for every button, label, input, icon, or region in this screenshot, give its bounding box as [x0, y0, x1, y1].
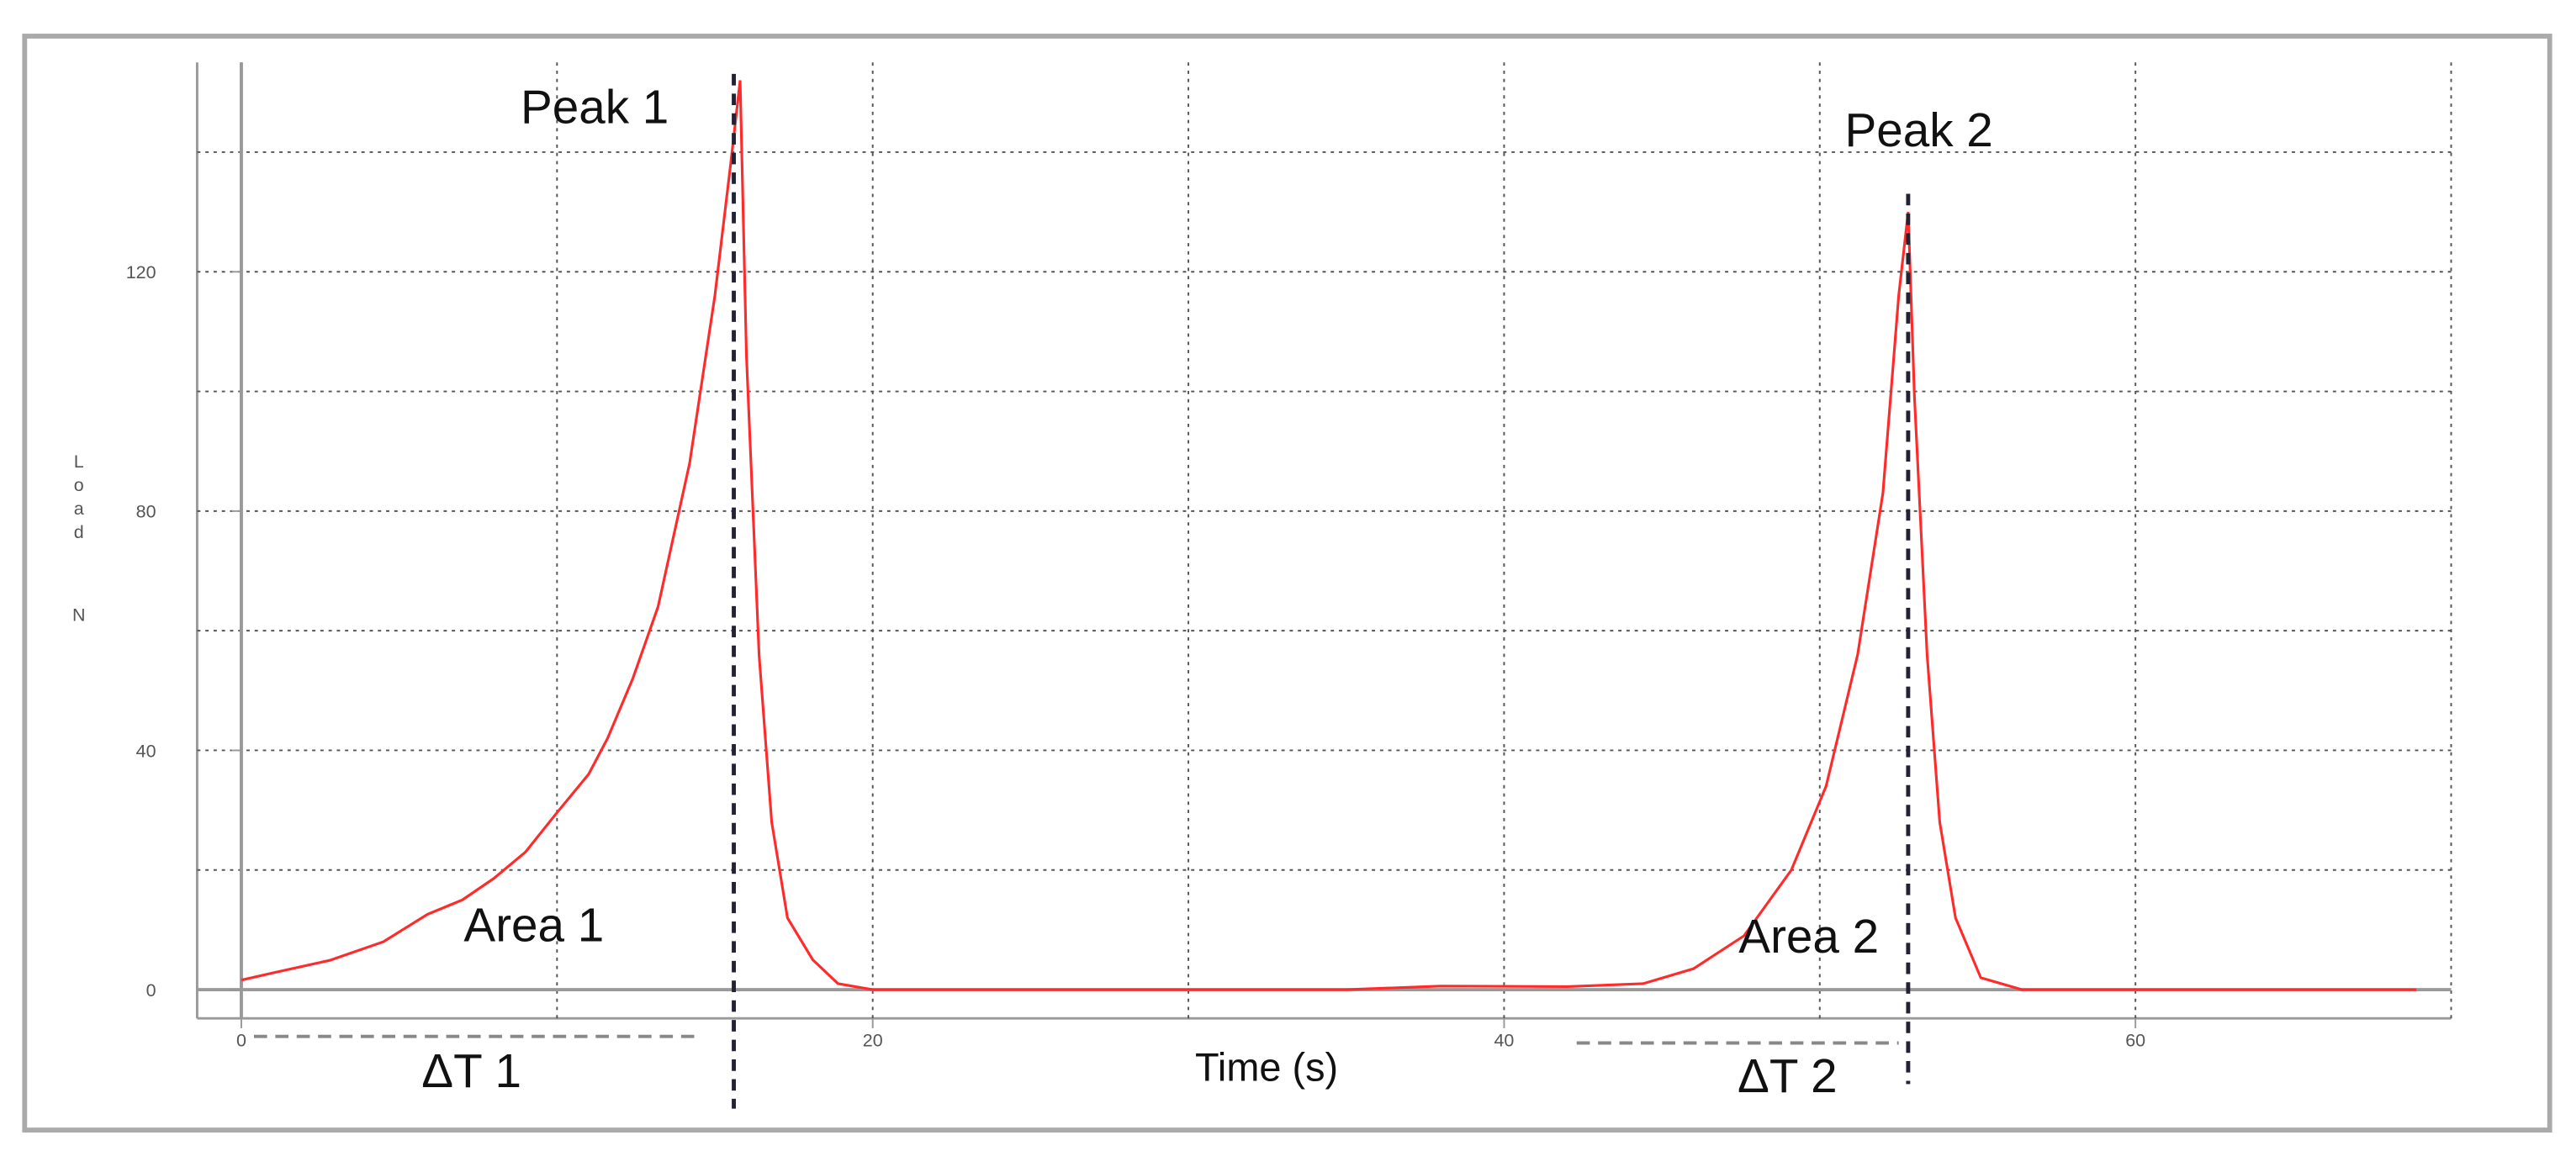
y-tick-label: 0 — [146, 980, 156, 1001]
interval-label: ΔT 1 — [421, 1045, 521, 1098]
y-tick-label: 120 — [126, 262, 156, 283]
x-tick-label: 0 — [236, 1030, 246, 1050]
peak-label: Peak 2 — [1844, 104, 1992, 157]
y-tick-label: 40 — [136, 741, 156, 761]
x-tick-label: 40 — [1494, 1030, 1514, 1050]
x-axis-label: Time (s) — [1195, 1045, 1338, 1089]
y-tick-label: 80 — [136, 502, 156, 522]
x-tick-label: 20 — [863, 1030, 883, 1050]
area-label: Area 1 — [463, 899, 604, 952]
interval-label: ΔT 2 — [1738, 1050, 1838, 1103]
peak-label: Peak 1 — [521, 82, 669, 135]
area-label: Area 2 — [1738, 911, 1879, 964]
y-axis-label: Load — [69, 451, 89, 546]
frame — [22, 34, 2552, 1133]
x-tick-label: 60 — [2125, 1030, 2145, 1050]
y-axis-unit: N — [72, 605, 86, 625]
data-line — [241, 80, 2417, 991]
